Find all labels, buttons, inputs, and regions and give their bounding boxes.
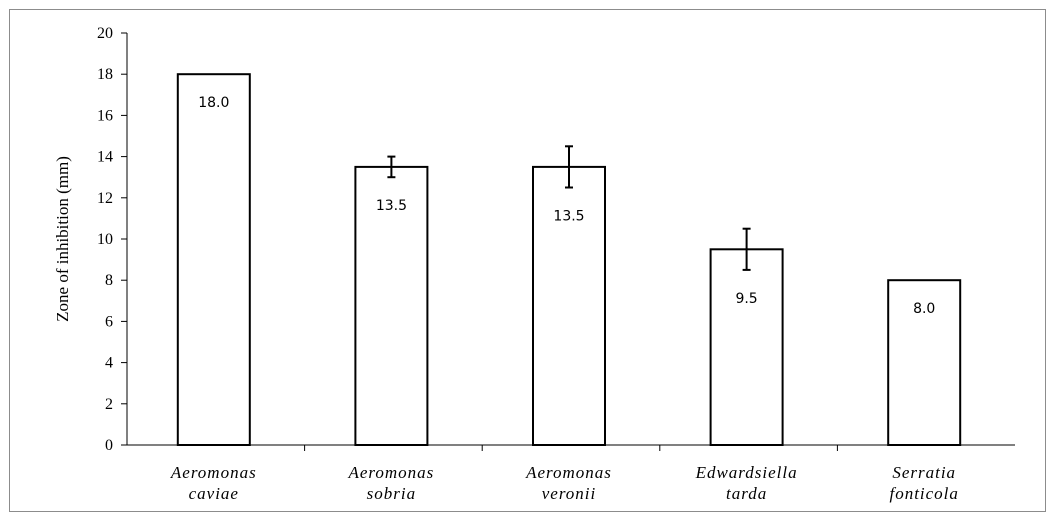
chart-bars: 18.0 13.5 13.5 9.5 8.0	[176, 73, 962, 447]
x-category-label-line: caviae	[189, 484, 239, 503]
bar	[887, 279, 962, 447]
x-category-label-line: Aeromonas	[525, 463, 612, 482]
data-label: 18.0	[198, 95, 229, 111]
x-category-label-line: Aeromonas	[347, 463, 434, 482]
bar	[176, 73, 251, 446]
y-tick-label: 18	[97, 66, 113, 83]
y-tick-label: 2	[105, 396, 113, 413]
data-label: 13.5	[553, 209, 584, 225]
data-label: 13.5	[376, 198, 407, 214]
y-tick-label: 0	[105, 437, 113, 454]
y-tick-label: 12	[97, 190, 113, 207]
y-tick-label: 8	[105, 272, 113, 289]
data-label: 8.0	[913, 301, 935, 317]
x-category-label-line: fonticola	[889, 484, 958, 503]
y-tick-label: 14	[97, 149, 113, 166]
bar	[709, 248, 784, 446]
y-tick-label: 10	[97, 231, 113, 248]
x-category-label-line: tarda	[726, 484, 767, 503]
x-category-label-line: veronii	[542, 484, 597, 503]
y-tick-label: 6	[105, 313, 113, 330]
x-category-label: Aeromonas sobria	[347, 463, 434, 503]
x-category-label-line: Serratia	[892, 463, 956, 482]
bar	[532, 165, 606, 446]
x-category-label-line: Aeromonas	[170, 463, 257, 482]
x-category-label: Edwardsiella tarda	[695, 463, 798, 503]
x-category-label-line: sobria	[367, 484, 416, 503]
y-tick-label: 20	[97, 25, 113, 42]
y-tick-label: 16	[97, 107, 113, 124]
x-category-label: Aeromonas veronii	[525, 463, 612, 503]
y-axis-title: Zone of inhibition (mm)	[53, 156, 72, 322]
chart-frame	[9, 9, 1046, 512]
data-label: 9.5	[735, 291, 757, 307]
y-tick-label: 4	[105, 355, 113, 372]
x-category-label-line: Edwardsiella	[695, 463, 798, 482]
x-category-label: Aeromonas caviae	[170, 463, 257, 503]
x-category-label: Serratia fonticola	[889, 463, 958, 503]
